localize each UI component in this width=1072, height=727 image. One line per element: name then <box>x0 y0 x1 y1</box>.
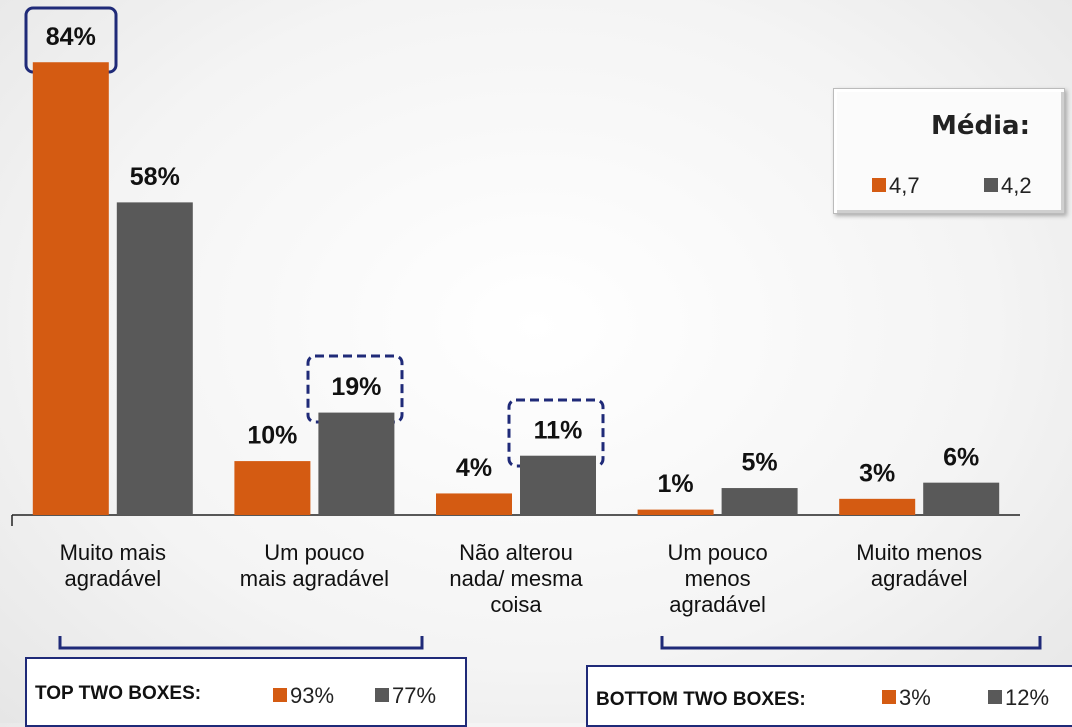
data-label: 84% <box>46 23 96 51</box>
legend-entry: 4,2 <box>984 173 1032 199</box>
data-label: 5% <box>742 449 778 477</box>
data-label: 3% <box>859 459 895 487</box>
legend-title: Média: <box>931 111 1030 141</box>
bar <box>637 509 714 515</box>
bracket <box>660 636 1042 650</box>
bracket <box>58 636 424 650</box>
group-box: TOP TWO BOXES: 93% 77% <box>25 657 467 727</box>
legend-swatch <box>984 178 998 192</box>
group-value: 12% <box>988 685 1049 711</box>
legend-swatch <box>872 178 886 192</box>
bar <box>116 202 193 515</box>
x-tick-label: Um pouco mais agradável <box>239 540 389 591</box>
bar <box>520 455 596 515</box>
group-swatch <box>988 690 1002 704</box>
data-label: 19% <box>331 373 381 401</box>
highlight-box <box>306 354 404 424</box>
x-tick-label: Muito menos agradável <box>856 540 983 591</box>
data-label: 4% <box>456 454 492 482</box>
bar <box>839 498 916 515</box>
highlight-box <box>507 398 605 468</box>
bar <box>234 461 311 515</box>
data-label: 6% <box>943 443 979 471</box>
data-label: 11% <box>534 416 583 444</box>
x-tick-label: Muito mais agradável <box>59 540 166 591</box>
data-label: 58% <box>130 163 180 191</box>
bar <box>436 493 512 515</box>
group-value: 93% <box>273 683 334 709</box>
legend-label: 4,2 <box>1001 173 1032 198</box>
group-value: 77% <box>375 683 436 709</box>
group-swatch <box>375 688 389 702</box>
legend: Média: 4,7 4,2 <box>833 88 1065 214</box>
group-label: TOP TWO BOXES: <box>35 683 202 704</box>
bar <box>721 488 798 515</box>
bar <box>923 482 1000 515</box>
x-tick-label: Um pouco menos agradável <box>667 540 768 617</box>
group-swatch <box>273 688 287 702</box>
data-label: 1% <box>658 470 694 498</box>
group-box: BOTTOM TWO BOXES: 3% 12% <box>586 665 1072 727</box>
legend-entry: 4,7 <box>872 173 920 199</box>
group-value-text: 12% <box>1005 685 1050 710</box>
bar <box>318 412 395 515</box>
group-value: 3% <box>882 685 931 711</box>
legend-label: 4,7 <box>889 173 920 198</box>
group-swatch <box>882 690 896 704</box>
group-value-text: 93% <box>290 683 335 708</box>
bar <box>32 62 109 516</box>
group-label: BOTTOM TWO BOXES: <box>596 689 806 710</box>
data-label: 10% <box>247 422 297 450</box>
group-value-text: 3% <box>899 685 931 710</box>
x-tick-label: Não alterou nada/ mesma coisa <box>449 540 583 617</box>
group-value-text: 77% <box>392 683 437 708</box>
